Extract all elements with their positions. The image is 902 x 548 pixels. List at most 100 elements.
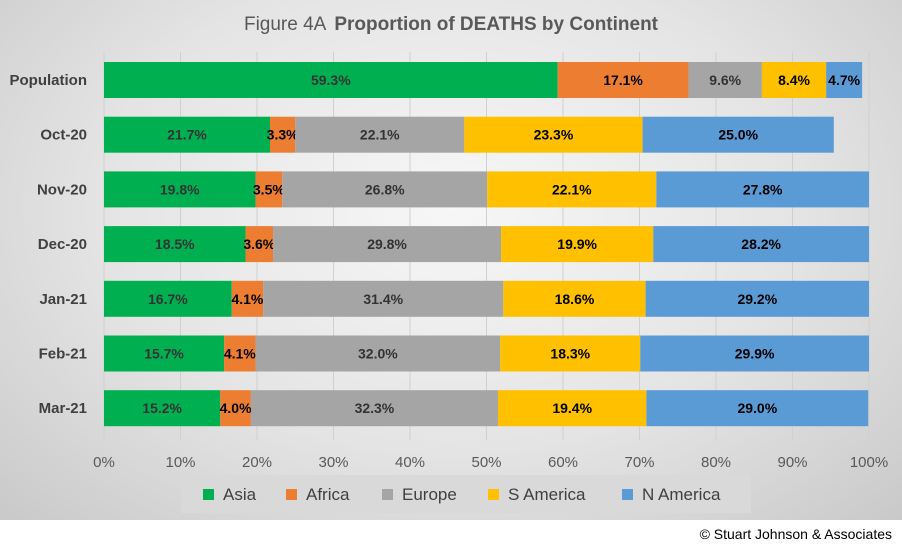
bar-segment xyxy=(688,62,762,98)
x-tick-label: 50% xyxy=(471,454,501,471)
bar-segment xyxy=(104,171,256,208)
data-label: 19.9% xyxy=(557,236,597,252)
bar-segment xyxy=(282,171,488,208)
stacked-bar-chart: Figure 4A Proportion of DEATHS by Contine… xyxy=(10,14,888,513)
data-label: 29.9% xyxy=(735,346,775,362)
bar-segment xyxy=(646,390,869,427)
x-tick-label: 100% xyxy=(850,454,888,471)
x-tick-label: 30% xyxy=(318,454,348,471)
category-label: Mar-21 xyxy=(39,400,87,417)
chart-title: Figure 4A Proportion of DEATHS by Contine… xyxy=(244,14,659,35)
data-label: 3.3% xyxy=(267,127,299,143)
data-label: 29.0% xyxy=(737,400,777,416)
data-label: 19.4% xyxy=(552,400,592,416)
data-label: 29.2% xyxy=(737,291,777,307)
legend-entry: Asia xyxy=(223,485,257,504)
data-label: 15.2% xyxy=(142,400,182,416)
data-label: 28.2% xyxy=(741,236,781,252)
data-label: 21.7% xyxy=(167,127,207,143)
x-tick-label: 20% xyxy=(242,454,272,471)
data-label: 26.8% xyxy=(365,181,405,197)
legend-swatch xyxy=(203,489,214,500)
legend-box xyxy=(181,475,751,513)
data-label: 22.1% xyxy=(552,181,592,197)
bar-segment xyxy=(245,226,274,263)
data-label: 8.4% xyxy=(778,72,810,88)
data-label: 4.1% xyxy=(224,346,256,362)
data-label: 9.6% xyxy=(709,72,741,88)
category-label: Oct-20 xyxy=(40,127,87,144)
bar-segment xyxy=(255,335,501,372)
legend-swatch xyxy=(488,489,499,500)
bar-segment xyxy=(104,280,232,317)
legend: Asia Africa Europe S America N America xyxy=(181,475,751,513)
bar-segment xyxy=(273,226,502,263)
category-label: Population xyxy=(10,72,88,89)
chart-title-prefix: Figure 4A xyxy=(244,14,327,35)
legend-entry: S America xyxy=(508,485,586,504)
bar-segment xyxy=(501,226,654,263)
data-label: 4.1% xyxy=(231,291,263,307)
legend-swatch xyxy=(622,489,633,500)
bar-segment xyxy=(497,390,647,427)
chart-title-main: Proportion of DEATHS by Continent xyxy=(334,14,658,35)
bar-segment xyxy=(645,280,869,317)
x-tick-label: 80% xyxy=(701,454,731,471)
chart-area: Figure 4A Proportion of DEATHS by Contine… xyxy=(0,0,902,520)
data-label: 59.3% xyxy=(311,72,351,88)
data-label: 18.3% xyxy=(550,346,590,362)
bar-segment xyxy=(826,62,863,98)
bar-segment xyxy=(557,62,689,98)
data-label: 29.8% xyxy=(367,236,407,252)
legend-swatch xyxy=(382,489,393,500)
bar-segment xyxy=(487,171,657,208)
bar-segment xyxy=(104,62,558,98)
data-label: 32.0% xyxy=(358,346,398,362)
category-label: Jan-21 xyxy=(39,291,87,308)
bar-segment xyxy=(642,116,834,153)
bar-segment xyxy=(224,335,256,372)
bar-segment xyxy=(250,390,498,427)
category-label: Nov-20 xyxy=(37,181,87,198)
category-labels: Population Oct-20 Nov-20 Dec-20 Jan-21 Feb-21… xyxy=(10,72,88,417)
bar-segment xyxy=(255,171,283,208)
bar-segment xyxy=(656,171,869,208)
data-label: 22.1% xyxy=(360,127,400,143)
x-tick-label: 70% xyxy=(624,454,654,471)
x-axis-tick-labels: 0% 10% 20% 30% 40% 50% 60% 70% 80% 90% 100% xyxy=(93,454,888,471)
legend-entry: N America xyxy=(642,485,721,504)
data-label: 23.3% xyxy=(534,127,574,143)
bar-segment xyxy=(270,116,296,153)
bar-segment xyxy=(761,62,827,98)
x-tick-label: 40% xyxy=(395,454,425,471)
bar-segment xyxy=(231,280,264,317)
bar-segment xyxy=(104,390,221,427)
bar-segment xyxy=(295,116,465,153)
data-label: 17.1% xyxy=(603,72,643,88)
data-label: 15.7% xyxy=(144,346,184,362)
data-label: 3.5% xyxy=(253,181,285,197)
data-label: 19.8% xyxy=(160,181,200,197)
bar-segment xyxy=(464,116,643,153)
data-label: 32.3% xyxy=(355,400,395,416)
data-label: 31.4% xyxy=(363,291,403,307)
data-label: 16.7% xyxy=(148,291,188,307)
copyright-notice: © Stuart Johnson & Associates xyxy=(699,526,892,542)
bars: 59.3% 17.1% 9.6% 8.4% 4.7% 21.7% 3.3% 22.1% 23.3… xyxy=(104,62,869,427)
data-label: 18.5% xyxy=(155,236,195,252)
bar-segment xyxy=(220,390,251,427)
data-label: 4.7% xyxy=(828,72,860,88)
category-label: Feb-21 xyxy=(39,346,87,363)
bar-segment xyxy=(104,226,246,263)
x-tick-label: 60% xyxy=(548,454,578,471)
bar-segment xyxy=(104,116,271,153)
legend-swatch xyxy=(286,489,297,500)
x-tick-label: 0% xyxy=(93,454,115,471)
bar-segment xyxy=(653,226,869,263)
data-label: 27.8% xyxy=(743,181,783,197)
legend-entry: Europe xyxy=(402,485,457,504)
category-label: Dec-20 xyxy=(38,236,87,253)
data-label: 4.0% xyxy=(220,400,252,416)
bar-segment xyxy=(503,280,646,317)
data-label: 18.6% xyxy=(555,291,595,307)
